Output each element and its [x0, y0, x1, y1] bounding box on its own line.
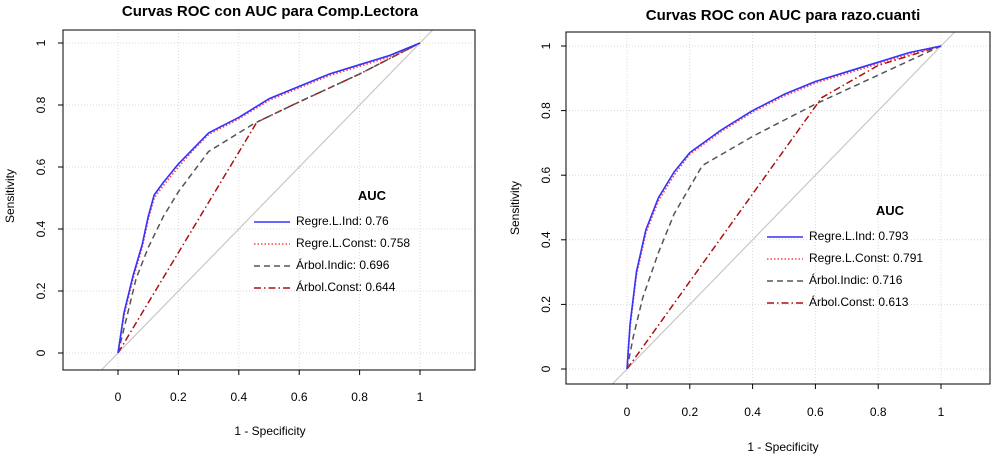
y-tick-label: 0.2 — [34, 282, 48, 299]
chart-title: Curvas ROC con AUC para razo.cuanti — [646, 7, 921, 24]
y-tick-label: 0.2 — [539, 296, 553, 313]
y-tick-label: 0.8 — [539, 102, 553, 119]
roc-curve-regre-l-ind — [117, 42, 421, 354]
legend-entry: Árbol.Const: 0.613 — [809, 294, 909, 309]
y-tick-label: 0.6 — [539, 167, 553, 184]
plot-frame — [565, 31, 991, 385]
legend-entry: Regre.L.Const: 0.791 — [809, 251, 923, 265]
y-tick-label: 0.4 — [539, 231, 553, 248]
x-tick-label: 0.8 — [870, 405, 887, 419]
y-tick-label: 0.6 — [34, 158, 48, 175]
x-tick-label: 0 — [624, 405, 631, 419]
y-axis-label: Sensitivity — [3, 169, 17, 223]
x-tick-label: 0.2 — [681, 405, 698, 419]
plot-area: 0 0.2 0.4 0.6 0.8 1 0 0.2 0.4 0.6 0.8 1 — [34, 29, 476, 404]
legend-title: AUC — [876, 203, 905, 218]
legend-entry: Regre.L.Ind: 0.76 — [296, 214, 389, 228]
plot-area: 0 0.2 0.4 0.6 0.8 1 0 0.2 0.4 0.6 0.8 1 — [539, 31, 991, 419]
x-tick-label: 1 — [938, 405, 945, 419]
roc-curve-regre-l-ind — [626, 45, 942, 370]
roc-curve--rbol-indic — [626, 45, 942, 370]
y-tick-label: 0 — [34, 349, 48, 356]
x-tick-label: 0.2 — [170, 390, 187, 404]
legend-entry: Regre.L.Const: 0.758 — [296, 236, 410, 250]
x-tick-label: 0.8 — [351, 390, 368, 404]
x-tick-label: 0.4 — [744, 405, 761, 419]
x-tick-label: 0.6 — [291, 390, 308, 404]
reference-diagonal — [611, 31, 956, 385]
legend-entry: Regre.L.Ind: 0.793 — [809, 229, 909, 243]
roc-curve--rbol-const — [626, 45, 942, 370]
legend-entry: Árbol.Indic: 0.716 — [809, 272, 903, 287]
y-tick-label: 0.4 — [34, 220, 48, 237]
y-axis-label: Sensitivity — [508, 181, 522, 235]
x-tick-label: 1 — [417, 390, 424, 404]
roc-chart-razo-cuanti: 0 0.2 0.4 0.6 0.8 1 0 0.2 0.4 0.6 0.8 1 Curvas ROC … — [508, 7, 991, 454]
roc-curve--rbol-const — [117, 42, 421, 354]
x-tick-label: 0.6 — [807, 405, 824, 419]
x-tick-label: 0.4 — [230, 390, 247, 404]
reference-diagonal — [101, 29, 434, 371]
roc-chart-comp-lectora: 0 0.2 0.4 0.6 0.8 1 0 0.2 0.4 0.6 0.8 1 Curvas ROC … — [3, 3, 476, 438]
y-tick-label: 1 — [34, 39, 48, 46]
roc-curve-regre-l-const — [117, 42, 421, 354]
y-tick-label: 1 — [539, 42, 553, 49]
x-axis-label: 1 - Specificity — [747, 440, 818, 454]
plot-frame — [62, 29, 476, 371]
roc-curve--rbol-indic — [117, 42, 421, 354]
x-tick-label: 0 — [115, 390, 122, 404]
x-axis-label: 1 - Specificity — [234, 424, 305, 438]
chart-title: Curvas ROC con AUC para Comp.Lectora — [122, 3, 419, 20]
y-tick-label: 0 — [539, 365, 553, 372]
legend-entry: Árbol.Indic: 0.696 — [296, 257, 390, 272]
legend-title: AUC — [358, 188, 387, 203]
legend-entry: Árbol.Const: 0.644 — [296, 279, 396, 294]
y-tick-label: 0.8 — [34, 96, 48, 113]
